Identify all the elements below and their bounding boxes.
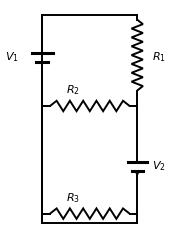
Text: $R_3$: $R_3$ (66, 192, 80, 205)
Text: $V_1$: $V_1$ (5, 51, 19, 64)
Text: $V_2$: $V_2$ (152, 159, 166, 173)
Text: $R_1$: $R_1$ (152, 51, 166, 64)
Text: $R_2$: $R_2$ (66, 83, 80, 97)
